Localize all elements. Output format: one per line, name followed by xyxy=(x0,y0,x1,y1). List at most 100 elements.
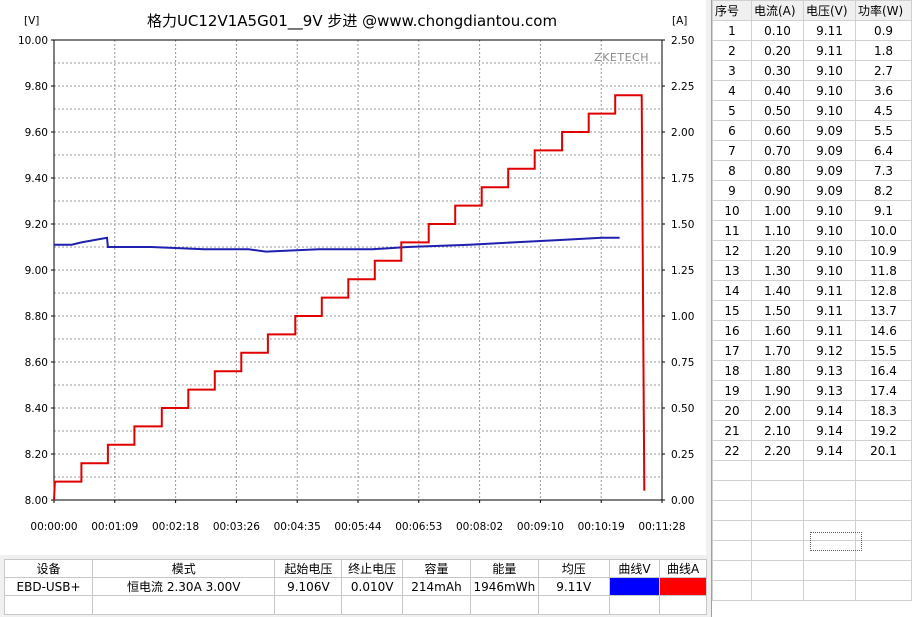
table-row[interactable]: 14 1.40 9.11 12.8 xyxy=(712,280,912,301)
info-header-cell: 模式 xyxy=(92,559,276,578)
table-cell: 15 xyxy=(712,300,752,321)
table-row-empty xyxy=(712,460,912,481)
table-row[interactable]: 11 1.10 9.10 10.0 xyxy=(712,220,912,241)
table-row[interactable]: 20 2.00 9.14 18.3 xyxy=(712,400,912,421)
table-cell-empty xyxy=(712,560,752,581)
table-cell: 2 xyxy=(712,40,752,61)
y-right-tick-label: 0.25 xyxy=(671,449,694,461)
table-cell: 9.10 xyxy=(803,240,856,261)
data-table-header-row: 序号 电流(A) 电压(V) 功率(W) xyxy=(712,0,912,21)
table-cell-empty xyxy=(855,560,912,581)
table-cell: 2.20 xyxy=(751,440,804,461)
info-panel: 设备 模式 起始电压 终止电压 容量 能量 均压 曲线V 曲线A EBD-USB+ 恒电流 2.3… xyxy=(3,559,707,615)
table-cell: 1.00 xyxy=(751,200,804,221)
table-row[interactable]: 4 0.40 9.10 3.6 xyxy=(712,80,912,101)
table-cell: 12.8 xyxy=(855,280,912,301)
table-row-empty xyxy=(712,580,912,601)
table-cell: 9.11 xyxy=(803,40,856,61)
table-cell: 1.30 xyxy=(751,260,804,281)
y-left-tick-label: 8.20 xyxy=(25,449,48,461)
table-cell: 9.11 xyxy=(803,320,856,341)
table-cell: 17 xyxy=(712,340,752,361)
table-cell: 9.09 xyxy=(803,180,856,201)
table-cell: 9.12 xyxy=(803,340,856,361)
x-tick-label: 00:09:10 xyxy=(517,521,564,533)
current-line xyxy=(53,94,646,501)
table-row[interactable]: 19 1.90 9.13 17.4 xyxy=(712,380,912,401)
info-header-cell: 曲线V xyxy=(608,559,661,578)
table-cell: 16 xyxy=(712,320,752,341)
selected-cell[interactable] xyxy=(810,532,862,551)
info-values-row: EBD-USB+ 恒电流 2.30A 3.00V 9.106V 0.010V 214mA… xyxy=(3,577,707,596)
info-blank-cell xyxy=(659,595,707,615)
table-cell: 9.14 xyxy=(803,400,856,421)
info-blank-cell xyxy=(92,595,276,615)
table-row[interactable]: 12 1.20 9.10 10.9 xyxy=(712,240,912,261)
table-cell: 2.10 xyxy=(751,420,804,441)
table-row[interactable]: 10 1.00 9.10 9.1 xyxy=(712,200,912,221)
table-row[interactable]: 9 0.90 9.09 8.2 xyxy=(712,180,912,201)
table-row[interactable]: 5 0.50 9.10 4.5 xyxy=(712,100,912,121)
table-row-empty xyxy=(712,500,912,521)
table-cell: 0.9 xyxy=(855,20,912,41)
x-tick-label: 00:10:19 xyxy=(578,521,625,533)
chart-panel: 格力UC12V1A5G01__9V 步进 @www.chongdiantou.c… xyxy=(0,0,706,555)
table-cell: 6.4 xyxy=(855,140,912,161)
table-cell: 10.9 xyxy=(855,240,912,261)
table-row[interactable]: 17 1.70 9.12 15.5 xyxy=(712,340,912,361)
table-cell: 11 xyxy=(712,220,752,241)
table-cell: 3 xyxy=(712,60,752,81)
chart-title: 格力UC12V1A5G01__9V 步进 @www.chongdiantou.c… xyxy=(147,12,557,31)
chart-svg: 格力UC12V1A5G01__9V 步进 @www.chongdiantou.c… xyxy=(18,12,694,533)
table-cell: 15.5 xyxy=(855,340,912,361)
table-row[interactable]: 6 0.60 9.09 5.5 xyxy=(712,120,912,141)
table-row-empty xyxy=(712,480,912,501)
table-cell-empty xyxy=(712,540,752,561)
table-cell-empty xyxy=(855,540,912,561)
table-cell: 7.3 xyxy=(855,160,912,181)
info-blank-cell xyxy=(274,595,343,615)
table-cell: 0.90 xyxy=(751,180,804,201)
table-row[interactable]: 15 1.50 9.11 13.7 xyxy=(712,300,912,321)
table-cell: 11.8 xyxy=(855,260,912,281)
info-blank-cell xyxy=(537,595,610,615)
table-header-cell: 序号 xyxy=(712,0,752,21)
table-cell: 2.7 xyxy=(855,60,912,81)
table-cell-empty xyxy=(751,460,804,481)
table-row[interactable]: 13 1.30 9.10 11.8 xyxy=(712,260,912,281)
x-tick-label: 00:02:18 xyxy=(152,521,199,533)
table-row[interactable]: 1 0.10 9.11 0.9 xyxy=(712,20,912,41)
table-cell-empty xyxy=(712,520,752,541)
table-cell: 9.1 xyxy=(855,200,912,221)
table-cell: 20.1 xyxy=(855,440,912,461)
table-cell: 9.09 xyxy=(803,160,856,181)
table-cell: 13 xyxy=(712,260,752,281)
table-cell: 9.10 xyxy=(803,100,856,121)
y-left-tick-label: 9.80 xyxy=(25,81,48,93)
table-row[interactable]: 8 0.80 9.09 7.3 xyxy=(712,160,912,181)
info-header-cell: 均压 xyxy=(537,559,610,578)
table-cell-empty xyxy=(712,480,752,501)
table-cell: 9.09 xyxy=(803,140,856,161)
voltage-color-swatch xyxy=(608,577,661,596)
info-header-cell: 设备 xyxy=(3,559,94,578)
y-left-tick-label: 8.80 xyxy=(25,311,48,323)
table-row[interactable]: 18 1.80 9.13 16.4 xyxy=(712,360,912,381)
table-cell: 6 xyxy=(712,120,752,141)
info-header-cell: 曲线A xyxy=(659,559,707,578)
table-cell: 14.6 xyxy=(855,320,912,341)
info-header-row: 设备 模式 起始电压 终止电压 容量 能量 均压 曲线V 曲线A xyxy=(3,559,707,578)
y-right-tick-label: 1.75 xyxy=(671,173,694,185)
table-row[interactable]: 21 2.10 9.14 19.2 xyxy=(712,420,912,441)
table-row[interactable]: 7 0.70 9.09 6.4 xyxy=(712,140,912,161)
table-cell-empty xyxy=(803,580,856,601)
table-row[interactable]: 2 0.20 9.11 1.8 xyxy=(712,40,912,61)
table-row-empty xyxy=(712,560,912,581)
table-cell: 22 xyxy=(712,440,752,461)
table-row[interactable]: 3 0.30 9.10 2.7 xyxy=(712,60,912,81)
y-right-tick-label: 0.00 xyxy=(671,495,694,507)
info-blank-cell xyxy=(402,595,471,615)
table-cell: 9.13 xyxy=(803,380,856,401)
table-row[interactable]: 16 1.60 9.11 14.6 xyxy=(712,320,912,341)
table-row[interactable]: 22 2.20 9.14 20.1 xyxy=(712,440,912,461)
